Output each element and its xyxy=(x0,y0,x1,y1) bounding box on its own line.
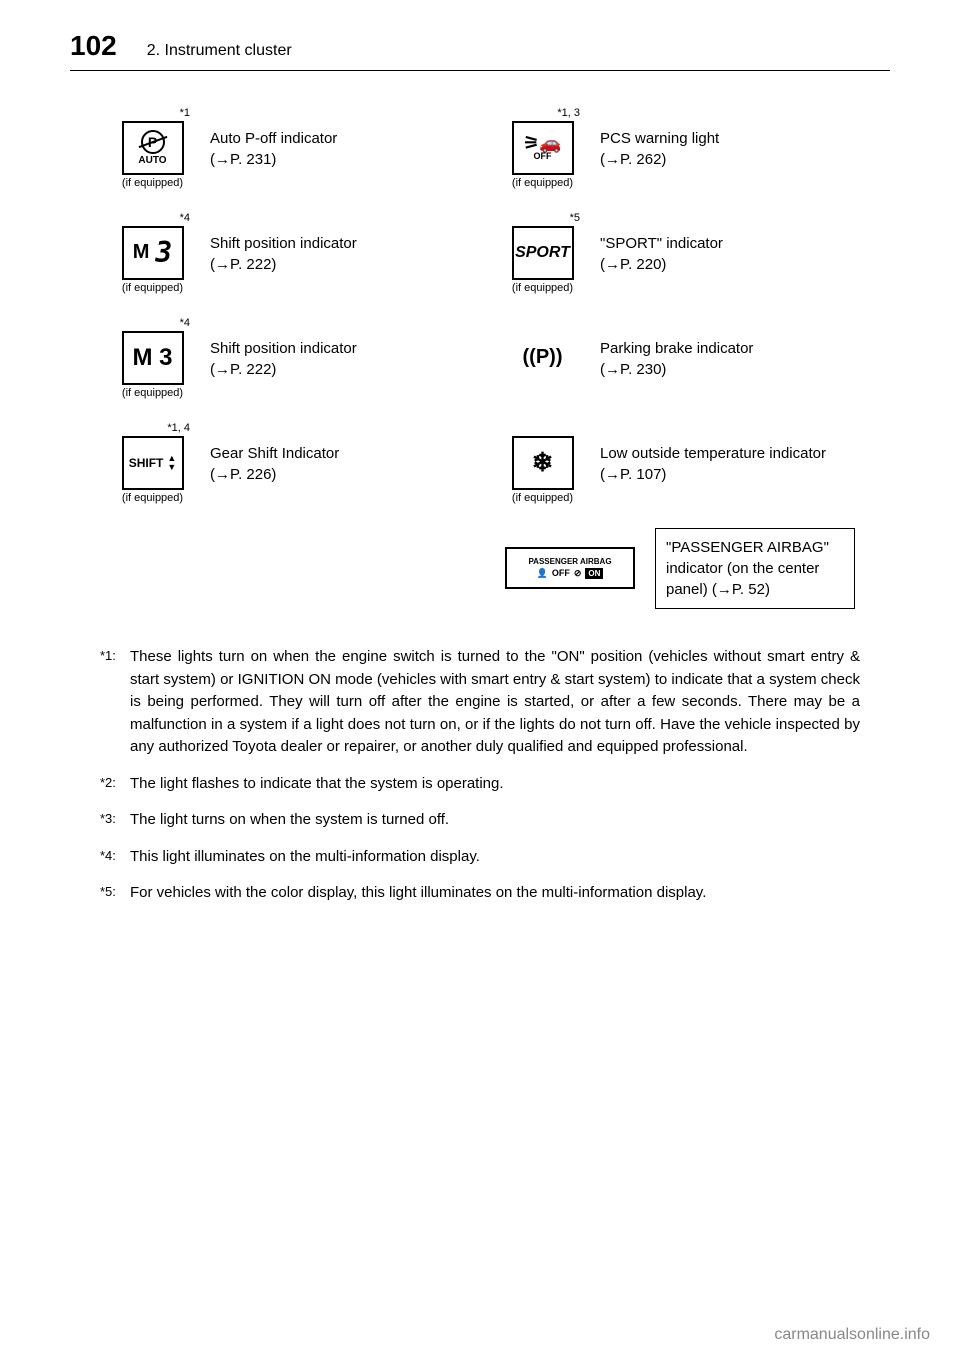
off-label: OFF xyxy=(552,568,570,578)
section-title: 2. Instrument cluster xyxy=(147,42,292,60)
p-symbol: ((P)) xyxy=(523,346,563,369)
shift-label: SHIFT xyxy=(129,456,164,470)
indicator-sport: *5 SPORT (if equipped) "SPORT" indicator… xyxy=(500,206,870,301)
watermark: carmanualsonline.info xyxy=(774,1326,930,1344)
indicator-shift-position-1: *4 M 3 (if equipped) Shift position indi… xyxy=(110,206,480,301)
footnote-3: *3: The light turns on when the system i… xyxy=(100,809,860,832)
indicator-description: Shift position indicator (→P. 222) xyxy=(210,338,357,380)
footnote-ref: *1 xyxy=(110,107,195,121)
m3-label: M 3 xyxy=(132,344,172,372)
indicator-description: Low outside temperature indicator (→P. 1… xyxy=(600,443,826,485)
shift-m3-icon: M 3 xyxy=(122,331,184,385)
if-equipped-label: (if equipped) xyxy=(122,177,183,191)
icon-block: *4 M 3 (if equipped) xyxy=(110,212,195,296)
footnote-ref xyxy=(500,317,585,331)
footnote-1: *1: These lights turn on when the engine… xyxy=(100,646,860,759)
footnote-ref xyxy=(500,422,585,436)
m-label: M xyxy=(133,241,150,264)
footnote-ref xyxy=(500,533,640,547)
icon-block: *4 M 3 (if equipped) xyxy=(110,317,195,401)
icon-block: *1, 3 ⚞🚗 OFF (if equipped) xyxy=(500,107,585,191)
icon-block: *5 SPORT (if equipped) xyxy=(500,212,585,296)
shift-arrows-icon: ▲▼ xyxy=(167,454,176,470)
auto-p-off-icon: P AUTO xyxy=(122,121,184,175)
footnote-marker: *4: xyxy=(100,846,130,869)
indicator-parking-brake: ((P)) Parking brake indicator (→P. 230) xyxy=(500,311,870,406)
indicator-description: Parking brake indicator (→P. 230) xyxy=(600,338,753,380)
if-equipped-label: (if equipped) xyxy=(512,177,573,191)
car-collision-icon: ⚞🚗 xyxy=(523,135,562,151)
sport-icon: SPORT xyxy=(512,226,574,280)
footnote-ref: *4 xyxy=(110,212,195,226)
off-label: OFF xyxy=(534,152,552,160)
auto-label: AUTO xyxy=(138,156,166,166)
footnote-text: This light illuminates on the multi-info… xyxy=(130,846,860,869)
indicator-auto-p-off: *1 P AUTO (if equipped) Auto P-off indic… xyxy=(110,101,480,196)
footnote-ref: *1, 3 xyxy=(500,107,585,121)
footnote-marker: *1: xyxy=(100,646,130,759)
icon-block: ❄ (if equipped) xyxy=(500,422,585,506)
footnote-text: These lights turn on when the engine swi… xyxy=(130,646,860,759)
icon-block: ((P)) xyxy=(500,317,585,401)
gear-shift-icon: SHIFT ▲▼ xyxy=(122,436,184,490)
indicator-description: PCS warning light (→P. 262) xyxy=(600,128,719,170)
airbag-status-icons: 👤 OFF ⊘ ON xyxy=(510,568,630,579)
indicator-low-temp: ❄ (if equipped) Low outside temperature … xyxy=(500,416,870,511)
shift-m-icon: M 3 xyxy=(122,226,184,280)
person-icon: 👤 xyxy=(537,568,548,579)
if-equipped-label: (if equipped) xyxy=(122,492,183,506)
footnotes-section: *1: These lights turn on when the engine… xyxy=(70,646,890,905)
footnote-text: For vehicles with the color display, thi… xyxy=(130,882,860,905)
on-label: ON xyxy=(585,568,603,579)
indicator-description: "SPORT" indicator (→P. 220) xyxy=(600,233,723,275)
indicator-shift-position-2: *4 M 3 (if equipped) Shift position indi… xyxy=(110,311,480,406)
footnote-marker: *3: xyxy=(100,809,130,832)
indicator-description: "PASSENGER AIRBAG" indicator (on the cen… xyxy=(655,528,855,609)
footnote-marker: *2: xyxy=(100,773,130,796)
gear-number: 3 xyxy=(155,236,172,269)
snowflake-icon: ❄ xyxy=(512,436,574,490)
footnote-marker: *5: xyxy=(100,882,130,905)
manual-page: 102 2. Instrument cluster *1 P AUTO (if … xyxy=(0,0,960,1359)
passenger-airbag-icon: PASSENGER AIRBAG 👤 OFF ⊘ ON xyxy=(505,547,635,589)
indicator-description: Shift position indicator (→P. 222) xyxy=(210,233,357,275)
if-equipped-label: (if equipped) xyxy=(122,387,183,401)
indicator-passenger-airbag: PASSENGER AIRBAG 👤 OFF ⊘ ON "PASSENGER A… xyxy=(500,521,870,616)
indicators-grid: *1 P AUTO (if equipped) Auto P-off indic… xyxy=(70,101,890,616)
p-circle-icon: P xyxy=(141,130,165,154)
passenger-airbag-label: PASSENGER AIRBAG xyxy=(510,557,630,566)
footnote-4: *4: This light illuminates on the multi-… xyxy=(100,846,860,869)
footnote-ref: *4 xyxy=(110,317,195,331)
if-equipped-label: (if equipped) xyxy=(512,282,573,296)
footnote-ref: *1, 4 xyxy=(110,422,195,436)
page-number: 102 xyxy=(70,30,117,62)
parking-brake-icon: ((P)) xyxy=(512,331,574,385)
indicator-description: Gear Shift Indicator (→P. 226) xyxy=(210,443,339,485)
pcs-warning-icon: ⚞🚗 OFF xyxy=(512,121,574,175)
indicator-pcs-warning: *1, 3 ⚞🚗 OFF (if equipped) PCS warning l… xyxy=(500,101,870,196)
indicator-gear-shift: *1, 4 SHIFT ▲▼ (if equipped) Gear Shift … xyxy=(110,416,480,511)
footnote-ref: *5 xyxy=(500,212,585,226)
icon-block: PASSENGER AIRBAG 👤 OFF ⊘ ON xyxy=(500,533,640,605)
footnote-text: The light turns on when the system is tu… xyxy=(130,809,860,832)
icon-block: *1 P AUTO (if equipped) xyxy=(110,107,195,191)
indicator-description: Auto P-off indicator (→P. 231) xyxy=(210,128,337,170)
footnote-text: The light flashes to indicate that the s… xyxy=(130,773,860,796)
page-header: 102 2. Instrument cluster xyxy=(70,30,890,71)
icon-block: *1, 4 SHIFT ▲▼ (if equipped) xyxy=(110,422,195,506)
if-equipped-label: (if equipped) xyxy=(512,492,573,506)
sport-label: SPORT xyxy=(515,244,570,262)
footnote-2: *2: The light flashes to indicate that t… xyxy=(100,773,860,796)
airbag-off-icon: ⊘ xyxy=(574,568,582,579)
footnote-5: *5: For vehicles with the color display,… xyxy=(100,882,860,905)
if-equipped-label: (if equipped) xyxy=(122,282,183,296)
